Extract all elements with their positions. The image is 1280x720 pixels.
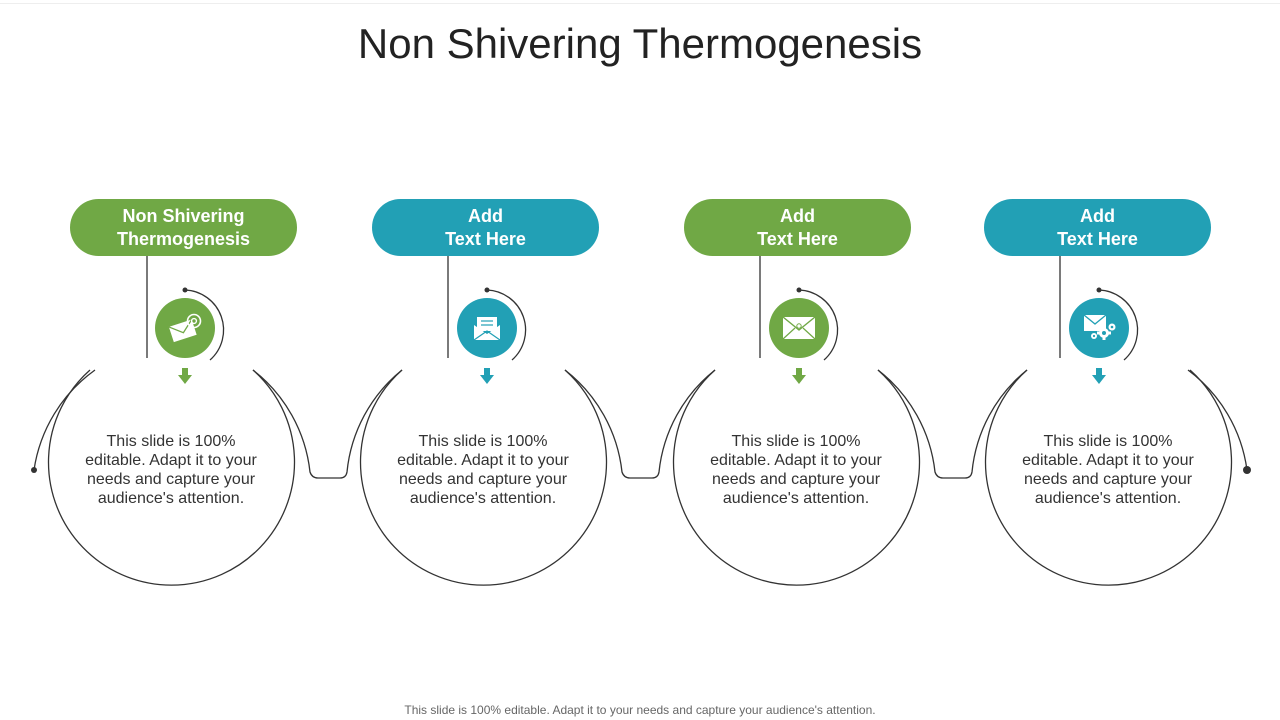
step-2-heading-line-2: Text Here — [445, 228, 526, 249]
down-arrow-icon-2 — [480, 368, 494, 384]
step-1-heading-pill: Non Shivering Thermogenesis — [70, 199, 297, 256]
big-circle-1 — [47, 369, 296, 586]
step-4-heading-line-2: Text Here — [1057, 228, 1138, 249]
step-4-heading-pill: Add Text Here — [984, 199, 1211, 256]
step-3-heading-line-1: Add — [780, 205, 815, 226]
connector-2 — [564, 369, 716, 479]
top-rule — [0, 3, 1280, 4]
step-3-body-text: This slide is 100% editable. Adapt it to… — [710, 433, 882, 507]
endpoint-dot-left — [31, 467, 37, 473]
step-1-heading-line-1: Non Shivering — [122, 205, 245, 226]
step-4-body-text: This slide is 100% editable. Adapt it to… — [1022, 433, 1194, 507]
email-at-icon — [168, 313, 202, 343]
step-3-heading-pill: Add Text Here — [684, 199, 911, 256]
envelope-gears-icon — [1083, 314, 1116, 340]
slide-title: Non Shivering Thermogenesis — [357, 20, 923, 67]
icon-arc-4 — [1098, 289, 1139, 361]
step-4-heading-line-1: Add — [1080, 205, 1115, 226]
icon-arc-3 — [798, 289, 839, 361]
step-3-heading-line-2: Text Here — [757, 228, 838, 249]
step-2-body-text: This slide is 100% editable. Adapt it to… — [397, 433, 569, 507]
footer-note: This slide is 100% editable. Adapt it to… — [404, 703, 876, 717]
endpoint-dot-right — [1243, 466, 1251, 474]
big-circle-2 — [359, 369, 608, 586]
icon-arc-dot-2 — [484, 287, 490, 293]
step-2-heading-line-1: Add — [468, 205, 503, 226]
icon-arc-dot-4 — [1096, 287, 1102, 293]
down-arrow-icon-4 — [1092, 368, 1106, 384]
down-arrow-icon-1 — [178, 368, 192, 384]
step-2-heading-pill: Add Text Here — [372, 199, 599, 256]
icon-arc-2 — [486, 289, 527, 361]
icon-arc-dot-1 — [182, 287, 188, 293]
envelope-icon — [782, 316, 816, 340]
open-envelope-icon — [473, 317, 501, 341]
big-circle-4 — [984, 369, 1233, 586]
icon-arc-1 — [184, 289, 225, 361]
step-1-heading-line-2: Thermogenesis — [116, 228, 251, 249]
step-1-body-text: This slide is 100% editable. Adapt it to… — [85, 433, 257, 507]
down-arrow-icon-3 — [792, 368, 806, 384]
connector-1 — [252, 369, 403, 479]
outer-arc-left — [33, 369, 96, 471]
big-circle-3 — [672, 369, 921, 586]
icon-arc-dot-3 — [796, 287, 802, 293]
connector-3 — [877, 369, 1028, 479]
